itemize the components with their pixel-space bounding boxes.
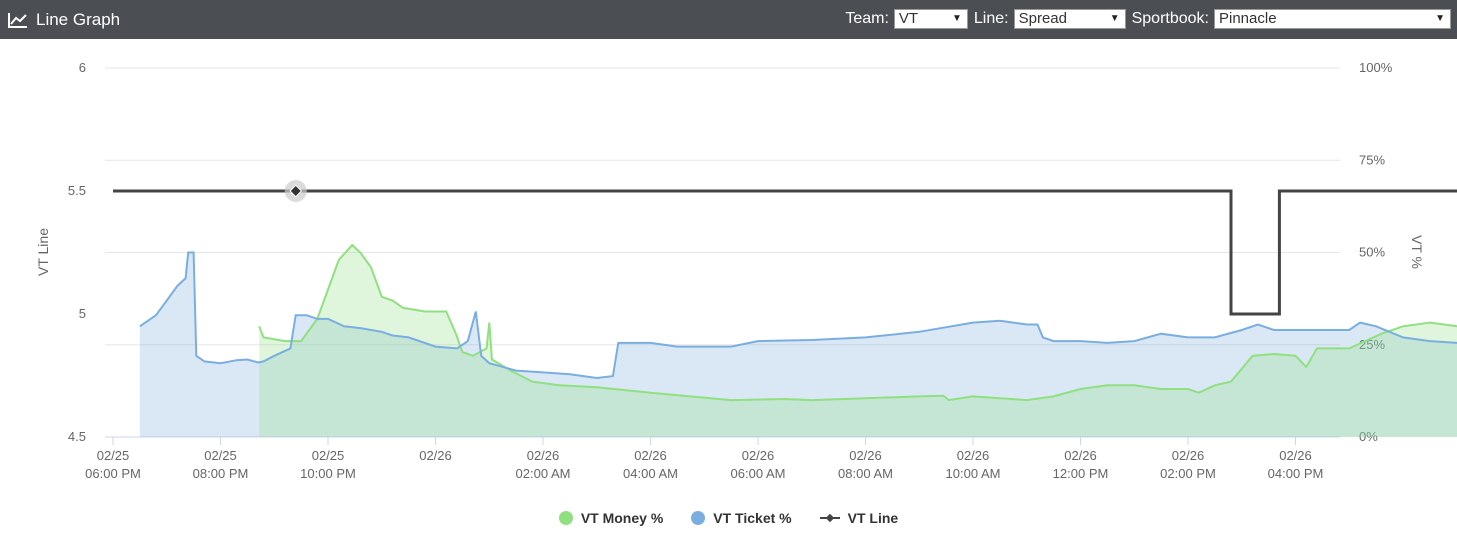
x-tick-label-date: 02/25 [312,448,345,463]
sportsbook-label: Sportbook: [1131,10,1209,27]
x-tick-label-time: 10:00 PM [300,466,356,481]
x-tick-label-date: 02/26 [634,448,667,463]
legend-item-money[interactable]: VT Money % [558,510,664,526]
team-select[interactable]: VT ▼ [893,9,968,29]
legend-money-swatch [558,511,573,525]
y-right-tick-label: 0% [1359,429,1378,444]
x-tick-label-time: 08:00 PM [193,466,249,481]
chevron-down-icon: ▼ [952,13,962,24]
x-tick-label-time: 06:00 PM [85,466,141,481]
team-select-value: VT [898,10,919,27]
x-tick-label-date: 02/25 [204,448,237,463]
x-tick-label-time: 06:00 AM [731,466,786,481]
vt-line-series [113,189,1457,316]
x-tick-label-date: 02/26 [957,448,990,463]
x-tick-label-date: 02/26 [1172,448,1205,463]
legend-line-swatch [819,513,840,523]
x-tick-label-time: 04:00 AM [623,466,678,481]
y-right-axis-title: VT % [1409,235,1425,269]
legend-ticket-swatch [691,511,706,525]
money-series-line [258,243,1457,402]
chevron-down-icon: ▼ [1435,13,1445,24]
x-tick-label-date: 02/26 [742,448,775,463]
ticket-area [139,252,1457,437]
page-title: Line Graph [36,9,121,29]
team-label: Team: [845,10,889,27]
brand: Line Graph [8,0,120,39]
sportsbook-select[interactable]: Pinnacle ▼ [1214,9,1451,29]
x-tick-label-time: 12:00 PM [1053,466,1109,481]
legend-item-ticket[interactable]: VT Ticket % [691,510,792,526]
header-bar: Line Graph Team: VT ▼ Line: Spread ▼ Spo… [0,0,1457,39]
ticket-series-line [139,251,1457,380]
filter-controls: Team: VT ▼ Line: Spread ▼ Sportbook: Pin… [839,8,1451,30]
x-tick-label-date: 02/26 [419,448,452,463]
legend-item-line[interactable]: VT Line [819,510,899,526]
y-left-tick-label: 6 [79,60,86,75]
legend-ticket-label: VT Ticket % [713,510,792,526]
y-right-tick-label: 50% [1359,245,1385,260]
chart-legend: VT Money % VT Ticket % VT Line [0,506,1457,530]
y-right-tick-label: 75% [1359,152,1385,167]
chevron-down-icon: ▼ [1109,13,1120,24]
x-tick-label-date: 02/26 [849,448,882,463]
x-tick-label-time: 08:00 AM [838,466,893,481]
x-tick-label-time: 02:00 AM [516,466,571,481]
x-tick-label-time: 10:00 AM [946,466,1001,481]
x-tick-label-date: 02/26 [1279,448,1312,463]
x-tick-label-date: 02/26 [527,448,560,463]
y-right-tick-label: 100% [1359,60,1393,75]
sportsbook-select-value: Pinnacle [1219,10,1277,27]
legend-line-label: VT Line [847,510,899,526]
vt-line-marker [289,184,303,198]
line-label: Line: [973,10,1009,27]
x-tick-label-date: 02/26 [1064,448,1097,463]
x-tick-label-date: 02/25 [97,448,130,463]
line-chart-icon [8,12,28,28]
y-left-tick-label: 5.5 [68,183,86,198]
x-tick-label-time: 02:00 PM [1160,466,1216,481]
legend-money-label: VT Money % [580,510,664,526]
line-select[interactable]: Spread ▼ [1013,9,1126,29]
x-tick-label-time: 04:00 PM [1268,466,1324,481]
line-select-value: Spread [1018,10,1067,27]
y-left-tick-label: 4.5 [68,429,86,444]
y-left-axis-title: VT Line [35,228,51,276]
y-left-tick-label: 5 [79,306,86,321]
